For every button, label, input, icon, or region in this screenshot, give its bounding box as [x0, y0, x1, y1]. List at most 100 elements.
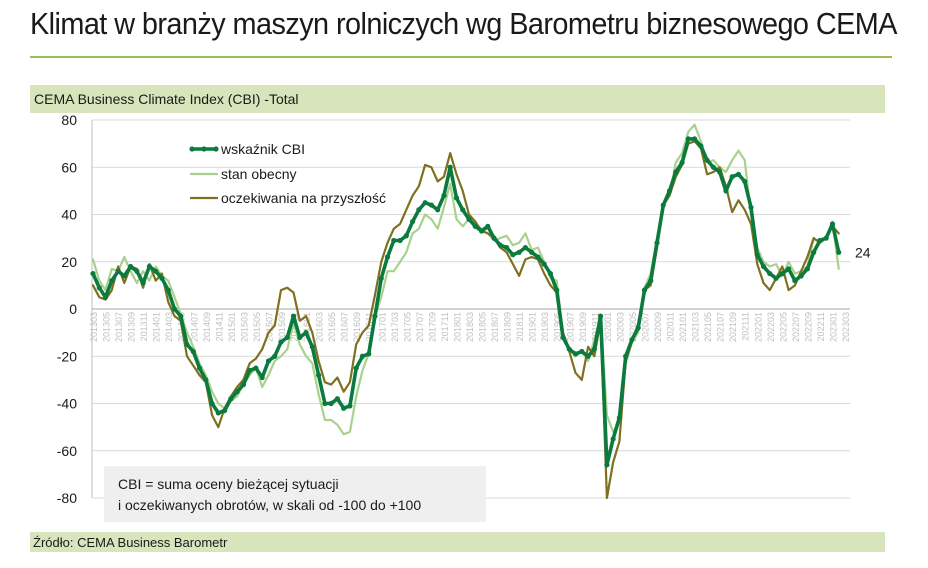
data-point-cbi — [96, 285, 102, 291]
data-point-cbi — [228, 396, 234, 402]
x-tick-label: 202209 — [803, 312, 813, 342]
data-point-cbi — [209, 400, 215, 407]
data-point-cbi — [666, 188, 673, 194]
x-tick-label: 201911 — [590, 312, 600, 341]
x-tick-label: 201611 — [365, 312, 375, 341]
data-point-cbi — [428, 202, 434, 208]
data-point-cbi — [441, 193, 447, 199]
legend-marker-cbi — [189, 146, 195, 152]
x-tick-label: 201601 — [302, 312, 312, 342]
y-tick-label: -80 — [57, 490, 77, 506]
x-tick-label: 201403 — [164, 312, 174, 342]
data-point-cbi — [278, 339, 284, 345]
note-box: CBI = suma oceny bieżącej sytuacji i ocz… — [104, 466, 486, 522]
data-point-cbi — [153, 268, 159, 274]
series-line-cbi — [91, 137, 841, 467]
data-point-cbi — [516, 249, 522, 255]
y-tick-label: 60 — [61, 159, 77, 175]
x-tick-label: 202103 — [691, 312, 701, 342]
x-tick-label: 201809 — [503, 312, 513, 342]
x-tick-label: 201401 — [152, 312, 162, 342]
y-tick-label: 20 — [61, 254, 77, 270]
data-point-cbi — [234, 389, 240, 395]
data-point-cbi — [786, 266, 792, 272]
x-tick-label: 201711 — [440, 312, 450, 341]
x-tick-label: 201905 — [553, 312, 563, 342]
data-point-cbi — [767, 270, 773, 277]
data-point-cbi — [748, 204, 754, 211]
x-tick-label: 202009 — [653, 312, 663, 342]
data-point-cbi — [146, 263, 152, 270]
data-point-cbi — [779, 270, 785, 277]
x-tick-label: 201801 — [452, 312, 462, 342]
data-point-cbi — [272, 353, 278, 359]
data-point-cbi — [366, 351, 372, 357]
data-point-cbi — [121, 273, 127, 279]
data-point-cbi — [836, 249, 842, 255]
data-point-cbi — [798, 273, 804, 279]
data-point-cbi — [579, 348, 585, 355]
x-tick-label: 201407 — [189, 312, 199, 342]
data-point-cbi — [598, 313, 604, 319]
data-point-cbi — [466, 216, 472, 222]
legend: wskaźnik CBI stan obecny oczekiwania na pr… — [189, 141, 386, 206]
data-point-cbi — [171, 306, 178, 312]
data-point-cbi — [397, 237, 403, 244]
x-tick-label: 202205 — [778, 312, 788, 342]
x-tick-label: 201307 — [114, 312, 124, 342]
data-point-cbi — [265, 358, 272, 364]
x-tick-label: 201707 — [415, 312, 425, 342]
data-point-cbi — [504, 244, 510, 251]
x-tick-label: 201501 — [227, 312, 237, 342]
data-point-cbi — [215, 410, 221, 416]
source-note: Źródło: CEMA Business Barometr — [33, 535, 228, 550]
data-point-cbi — [460, 207, 466, 213]
y-tick-label: -20 — [57, 348, 77, 364]
data-point-cbi — [723, 188, 729, 194]
data-point-cbi — [403, 233, 409, 239]
title-divider — [30, 56, 892, 58]
data-point-cbi — [353, 365, 359, 371]
data-point-cbi — [485, 223, 491, 229]
data-point-cbi — [792, 278, 798, 284]
x-tick-label: 202007 — [640, 312, 650, 342]
data-point-cbi — [378, 275, 384, 281]
data-point-cbi — [334, 396, 340, 402]
x-tick-label: 201709 — [427, 312, 437, 342]
x-tick-label: 201603 — [315, 312, 325, 342]
legend-marker-cbi — [201, 146, 207, 152]
data-point-cbi — [190, 348, 196, 355]
legend-label-ocz: oczekiwania na przyszłość — [221, 190, 386, 206]
data-point-cbi — [811, 249, 817, 255]
x-tick-label: 202001 — [603, 312, 613, 342]
series-lines — [90, 123, 842, 500]
data-point-cbi — [698, 143, 704, 149]
x-tick-label: 201409 — [202, 312, 212, 342]
y-tick-label: -60 — [57, 443, 77, 459]
data-point-cbi — [128, 263, 134, 270]
x-tick-label: 202211 — [816, 312, 826, 341]
data-point-cbi — [391, 237, 397, 244]
data-point-cbi — [416, 207, 422, 213]
x-tick-label: 202301 — [828, 312, 838, 342]
data-point-cbi — [773, 275, 779, 281]
x-tick-label: 201807 — [490, 312, 500, 342]
x-tick-label: 201309 — [127, 312, 137, 342]
data-point-cbi — [623, 353, 629, 359]
data-point-cbi — [303, 330, 309, 336]
series-line-stan — [91, 123, 840, 436]
data-point-cbi — [554, 287, 560, 293]
x-tick-label: 202111 — [741, 312, 751, 341]
data-point-cbi — [102, 294, 109, 300]
data-point-cbi — [535, 254, 541, 260]
note-line-1: CBI = suma oceny bieżącej sytuacji — [118, 476, 339, 492]
data-point-cbi — [222, 407, 228, 414]
x-tick-label: 201305 — [102, 312, 112, 342]
x-tick-label: 201303 — [89, 312, 99, 342]
data-point-cbi — [196, 365, 203, 371]
data-point-cbi — [641, 287, 648, 293]
data-point-cbi — [341, 405, 347, 411]
chart-header-band — [30, 85, 885, 113]
x-tick-label: 201509 — [277, 312, 287, 342]
data-point-cbi — [510, 252, 516, 258]
